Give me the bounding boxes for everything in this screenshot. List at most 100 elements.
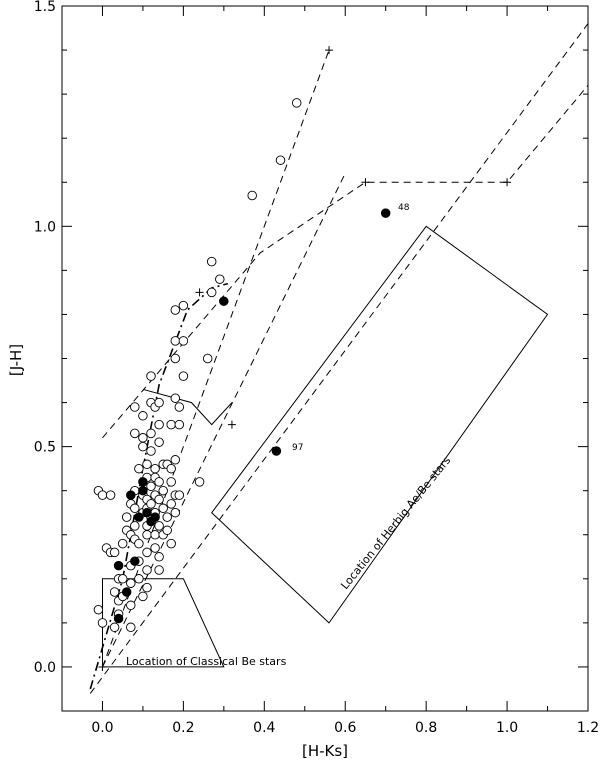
cross-marker-2 xyxy=(227,420,236,429)
open-point-8 xyxy=(109,622,120,633)
open-point-81 xyxy=(166,463,176,474)
open-point-94 xyxy=(178,336,189,346)
cross-marker-4 xyxy=(361,178,370,187)
classical-be-box xyxy=(102,578,225,668)
line-dashed-0 xyxy=(102,49,330,668)
point-label-48: 48 xyxy=(398,203,410,213)
filled-point-3 xyxy=(130,556,140,566)
open-point-70 xyxy=(154,419,164,430)
cross-marker-3 xyxy=(325,46,334,55)
open-point-98 xyxy=(206,287,217,298)
open-point-72 xyxy=(158,503,168,514)
open-point-100 xyxy=(215,274,225,284)
x-tick-label: 0.0 xyxy=(91,720,113,736)
open-point-55 xyxy=(146,371,156,381)
open-point-68 xyxy=(154,437,164,447)
open-point-89 xyxy=(170,305,181,315)
open-point-37 xyxy=(138,441,148,452)
open-point-93 xyxy=(178,371,189,381)
axes-layer: 0.0 0.2 0.4 0.6 0.8 1.0 1.2 0.0 0.5 1.0 1.5 xyxy=(34,0,599,736)
open-point-95 xyxy=(178,300,189,311)
open-point-87 xyxy=(170,353,181,364)
open-point-51 xyxy=(146,481,156,492)
open-point-29 xyxy=(130,428,140,439)
line-dashed-2 xyxy=(102,173,346,668)
open-point-88 xyxy=(170,336,181,346)
open-point-75 xyxy=(162,525,172,536)
open-point-65 xyxy=(154,521,164,531)
open-point-97 xyxy=(202,353,213,364)
x-tick-label: 0.8 xyxy=(415,720,437,736)
open-point-14 xyxy=(117,574,128,584)
x-tick-label: 1.2 xyxy=(577,720,599,736)
filled-point-1 xyxy=(121,587,132,597)
open-point-101 xyxy=(247,190,257,201)
open-point-64 xyxy=(154,552,164,562)
open-point-30 xyxy=(134,463,144,474)
open-point-67 xyxy=(154,477,164,487)
open-point-31 xyxy=(134,538,144,549)
classical-be-label: Location of Classical Be stars xyxy=(126,655,287,668)
open-point-43 xyxy=(142,530,152,540)
filled-point-12 xyxy=(271,446,282,456)
filled-point-8 xyxy=(142,507,152,518)
open-point-96 xyxy=(194,477,205,487)
open-point-90 xyxy=(174,490,185,500)
open-point-2 xyxy=(105,490,116,500)
open-point-61 xyxy=(150,463,160,474)
y-tick-label: 1.0 xyxy=(34,219,56,235)
open-point-22 xyxy=(126,600,136,611)
regions-layer xyxy=(102,225,549,668)
open-point-28 xyxy=(130,402,140,412)
cross-marker-1 xyxy=(195,288,204,297)
open-point-7 xyxy=(97,618,108,628)
open-point-34 xyxy=(138,591,148,602)
open-point-48 xyxy=(142,459,152,470)
lines-layer xyxy=(89,23,589,694)
open-point-99 xyxy=(206,256,217,267)
y-tick-label: 1.5 xyxy=(34,0,56,15)
filled-point-0 xyxy=(113,613,124,624)
filled-point-4 xyxy=(126,490,136,500)
cross-marker-5 xyxy=(503,178,512,187)
open-point-38 xyxy=(138,433,148,443)
open-point-42 xyxy=(142,547,152,558)
herbig-aebe-label: Location of Herbig Ae/Be stars xyxy=(338,454,453,592)
y-axis-title: [J-H] xyxy=(7,344,25,376)
filled-point-7 xyxy=(138,477,148,487)
open-point-92 xyxy=(174,402,185,412)
x-tick-label: 0.2 xyxy=(172,720,194,736)
filled-point-5 xyxy=(134,512,144,522)
points-layer xyxy=(93,46,512,671)
open-point-79 xyxy=(166,499,176,509)
open-point-76 xyxy=(162,512,172,522)
line-dashed-1 xyxy=(89,23,589,694)
open-point-33 xyxy=(134,574,144,584)
open-point-56 xyxy=(150,543,160,553)
open-point-26 xyxy=(130,503,140,514)
open-point-86 xyxy=(170,393,181,403)
open-point-25 xyxy=(130,521,140,531)
open-point-9 xyxy=(109,587,120,597)
open-point-15 xyxy=(117,538,128,549)
open-point-5 xyxy=(109,547,120,558)
open-point-50 xyxy=(146,499,156,509)
line-solid-4 xyxy=(142,388,233,426)
line-dashed-3 xyxy=(102,84,589,439)
open-point-39 xyxy=(138,411,148,421)
point-label-97: 97 xyxy=(292,443,303,453)
cross-marker-0 xyxy=(98,662,107,671)
x-tick-label: 0.4 xyxy=(253,720,275,736)
open-point-41 xyxy=(142,565,152,575)
open-point-23 xyxy=(126,622,136,633)
filled-point-10 xyxy=(150,512,160,522)
open-point-82 xyxy=(166,419,176,430)
open-point-103 xyxy=(291,98,302,108)
open-point-57 xyxy=(150,530,160,540)
filled-point-6 xyxy=(138,485,148,496)
open-point-6 xyxy=(93,604,104,615)
open-point-73 xyxy=(158,485,168,496)
open-point-17 xyxy=(121,512,132,522)
y-tick-label: 0.5 xyxy=(34,440,56,456)
